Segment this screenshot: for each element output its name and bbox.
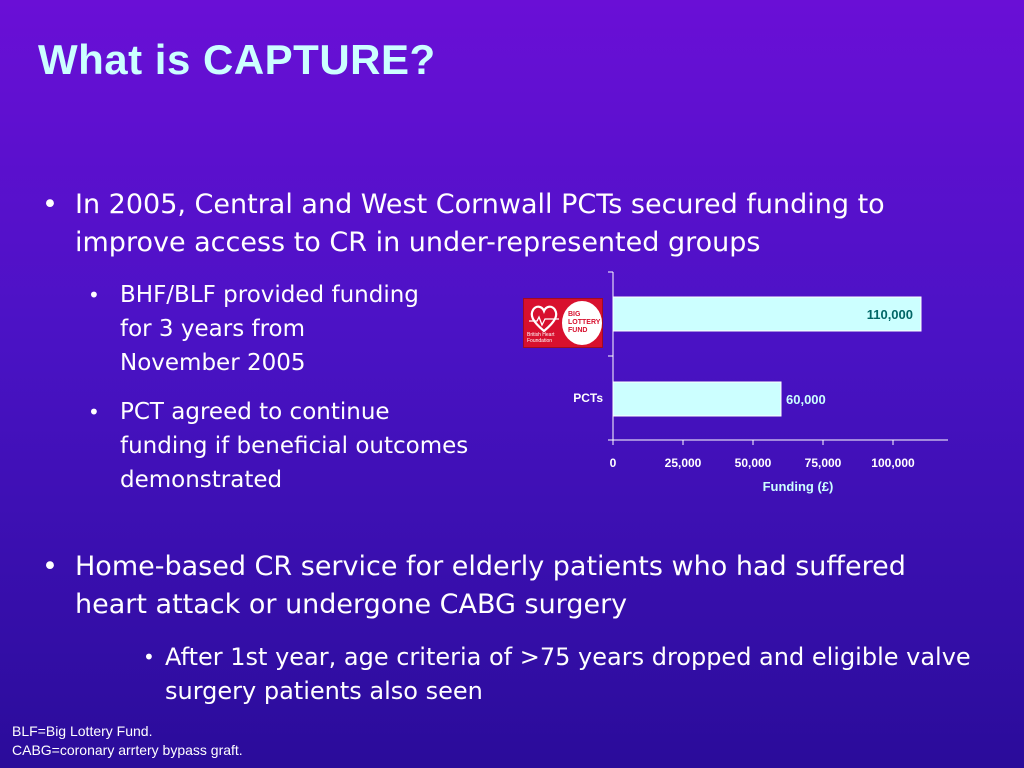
heart-icon (529, 305, 559, 333)
bar (612, 381, 782, 417)
footnote-blf: BLF=Big Lottery Fund. (12, 723, 153, 739)
blf-logo-circle (562, 301, 602, 345)
sub-bullet-bhf-text: BHF/BLF provided funding for 3 years fro… (120, 282, 419, 376)
x-tick-label: 100,000 (871, 456, 915, 470)
bullet-funding-text: In 2005, Central and West Cornwall PCTs … (75, 189, 885, 258)
bullet-dot: • (42, 189, 58, 220)
x-tick-label: 25,000 (665, 456, 702, 470)
sub-bullet-pct-text: PCT agreed to continue funding if benefi… (120, 399, 469, 493)
bar-value-label: 110,000 (867, 307, 913, 322)
funding-bar-chart: 0 25,000 50,000 75,000 100,000 Funding (£) 110… (573, 271, 948, 494)
bullet-dot: • (143, 645, 155, 669)
bhf-blf-logo: British Heart Foundation BIG LOTTERY FUN… (523, 298, 603, 348)
bullet-dot: • (88, 400, 100, 424)
x-tick-label: 0 (610, 456, 617, 470)
bar-value-label: 60,000 (786, 392, 826, 407)
bhf-logo-text: British Heart Foundation (527, 332, 555, 344)
sub-bullet-age-text: After 1st year, age criteria of >75 year… (165, 643, 971, 705)
footnote-cabg: CABG=coronary arrtery bypass graft. (12, 742, 243, 758)
bullet-dot: • (42, 551, 58, 582)
blf-logo-text: BIG LOTTERY FUND (568, 311, 601, 334)
bullet-service-text: Home-based CR service for elderly patien… (75, 551, 906, 620)
x-tick-label: 75,000 (805, 456, 842, 470)
slide-title: What is CAPTURE? (38, 36, 436, 83)
category-label: PCTs (573, 391, 603, 405)
bullet-dot: • (88, 283, 100, 307)
x-axis-label: Funding (£) (763, 479, 834, 494)
x-tick-label: 50,000 (735, 456, 772, 470)
footnotes: BLF=Big Lottery Fund. CABG=coronary arrt… (12, 722, 243, 760)
bar (612, 296, 922, 332)
